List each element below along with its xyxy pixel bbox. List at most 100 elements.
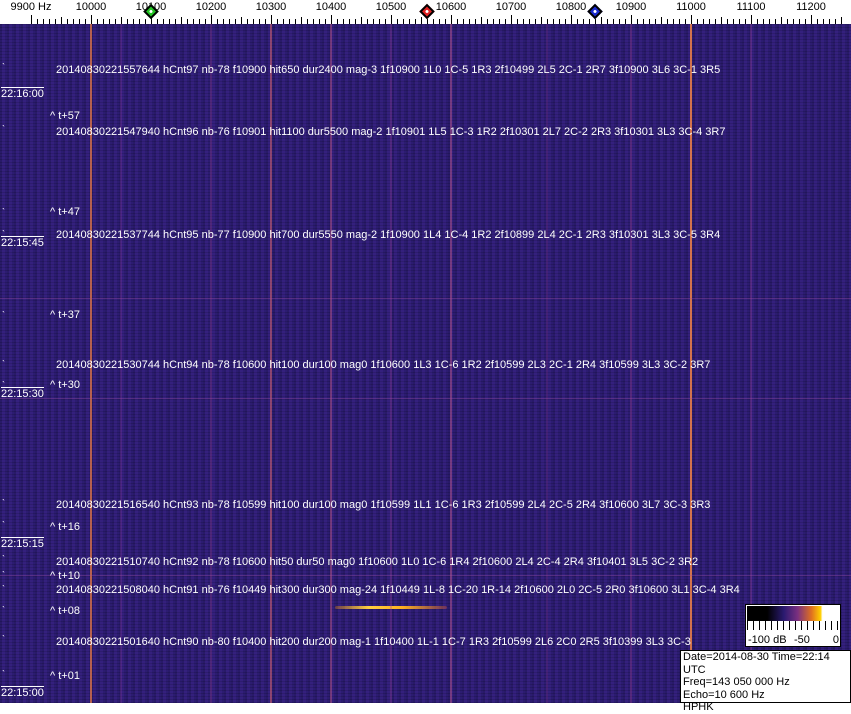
carrier-line [270,24,272,703]
time-tick-mark: ` [2,570,5,580]
frequency-tick [247,19,248,24]
time-offset-label: ^ t+10 [50,570,80,582]
info-box: Date=2014-08-30 Time=22:14 UTC Freq=143 … [680,650,851,713]
frequency-tick [331,15,332,24]
meteor-echo-trace [335,606,447,609]
color-label-min: -100 dB [748,634,787,646]
carrier-line [330,24,332,703]
time-tick-mark: ` [2,498,5,508]
time-tick-mark: ` [2,554,5,564]
interference-line [0,298,851,299]
detection-log-line: 20140830221557644 hCnt97 nb-78 f10900 hi… [56,64,721,76]
frequency-tick [547,19,548,24]
detection-log-line: 20140830221510740 hCnt92 nb-78 f10600 hi… [56,556,699,568]
frequency-tick [541,17,542,24]
frequency-tick [115,19,116,24]
time-offset-label: ^ t+16 [50,521,80,533]
frequency-tick [553,19,554,24]
frequency-tick [301,17,302,24]
frequency-tick [625,19,626,24]
time-tick-mark: ` [2,359,5,369]
frequency-tick [85,19,86,24]
frequency-tick [535,19,536,24]
frequency-tick [457,19,458,24]
frequency-tick [529,19,530,24]
time-tick-mark: ` [2,229,5,239]
frequency-tick [349,19,350,24]
frequency-tick [607,19,608,24]
frequency-tick [793,19,794,24]
carrier-line [450,24,452,703]
frequency-tick [259,19,260,24]
frequency-tick [307,19,308,24]
frequency-label: 10200 [195,1,227,13]
frequency-tick [355,19,356,24]
detection-log-line: 20140830221508040 hCnt91 nb-76 f10449 hi… [56,584,740,596]
frequency-tick [619,19,620,24]
frequency-tick [151,15,152,24]
time-offset-label: ^ t+30 [50,379,80,391]
time-tick-mark: ` [2,207,5,217]
frequency-tick [31,15,32,24]
frequency-tick [187,19,188,24]
frequency-tick [367,19,368,24]
time-offset-label: ^ t+37 [50,309,80,321]
detection-log-line: 20140830221530744 hCnt94 nb-78 f10600 hi… [56,359,711,371]
frequency-tick [241,17,242,24]
frequency-tick [295,19,296,24]
frequency-tick [139,19,140,24]
timestamp-label: 22:15:45 [1,236,44,249]
frequency-label: 11100 [736,1,766,13]
frequency-tick [745,19,746,24]
carrier-line [90,24,92,703]
frequency-tick [97,19,98,24]
frequency-tick [799,19,800,24]
frequency-tick [421,17,422,24]
frequency-tick [733,19,734,24]
frequency-tick [571,15,572,24]
frequency-tick [673,19,674,24]
frequency-tick [685,19,686,24]
frequency-tick [727,19,728,24]
frequency-tick [169,19,170,24]
frequency-tick [469,19,470,24]
frequency-tick [109,19,110,24]
frequency-tick [127,19,128,24]
frequency-tick [721,17,722,24]
frequency-tick [595,19,596,24]
frequency-tick [61,17,62,24]
frequency-tick [463,19,464,24]
frequency-tick [775,19,776,24]
frequency-tick [73,19,74,24]
carrier-line [546,24,548,703]
time-offset-label: ^ t+57 [50,110,80,122]
frequency-tick [271,15,272,24]
frequency-tick [511,15,512,24]
frequency-tick [499,19,500,24]
frequency-tick [181,17,182,24]
interference-line [0,575,851,576]
frequency-tick [253,19,254,24]
frequency-tick [103,19,104,24]
frequency-tick [493,19,494,24]
frequency-tick [43,19,44,24]
frequency-tick [91,15,92,24]
frequency-axis: 9900 Hz100001010010200103001040010500106… [0,0,851,24]
frequency-tick [283,19,284,24]
color-gradient [747,606,839,621]
carrier-line [690,24,692,703]
frequency-tick [163,19,164,24]
frequency-tick [817,19,818,24]
frequency-tick [805,19,806,24]
frequency-tick [655,19,656,24]
frequency-tick [67,19,68,24]
info-echo: Echo=10 600 Hz [683,688,765,701]
frequency-tick [133,19,134,24]
frequency-tick [217,19,218,24]
frequency-tick [829,19,830,24]
frequency-tick [631,15,632,24]
frequency-tick [313,19,314,24]
carrier-line [120,24,122,703]
frequency-tick [601,17,602,24]
